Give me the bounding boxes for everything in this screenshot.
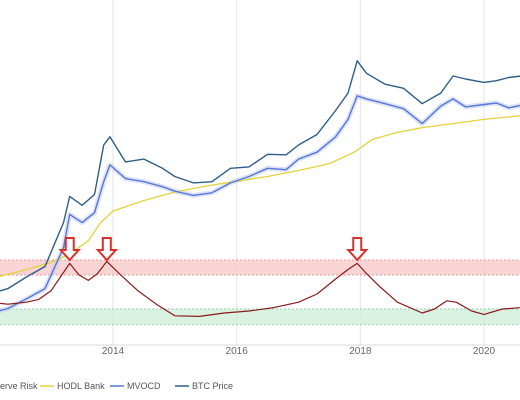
peak-markers (58, 237, 369, 262)
legend-label: HODL Bank (57, 381, 105, 391)
top-zone-band (0, 260, 520, 275)
legend-item-1[interactable]: erve Risk (0, 381, 38, 391)
down-arrow-marker-3 (345, 237, 369, 262)
legend-item-2[interactable]: HODL Bank (40, 381, 105, 391)
series-hodl-bank (0, 115, 520, 277)
bottom-zone-band (0, 308, 520, 325)
legend-item-4[interactable]: BTC Price (175, 381, 233, 391)
series-reserve-risk (0, 260, 520, 317)
series-btc-price (0, 60, 520, 292)
x-tick-label-2020: 2020 (473, 346, 496, 357)
legend-label: erve Risk (0, 381, 38, 391)
legend-label: BTC Price (192, 381, 233, 391)
x-tick-label-2014: 2014 (102, 346, 125, 357)
series-lines (0, 60, 520, 317)
series-mvocd-halo (0, 93, 520, 314)
legend: erve Risk HODL Bank MVOCD BTC Price (0, 381, 233, 391)
oscillator-bands (0, 259, 520, 326)
down-arrow-marker-1 (58, 237, 81, 262)
series-mvocd (0, 95, 520, 312)
x-tick-label-2018: 2018 (349, 346, 372, 357)
legend-item-3[interactable]: MVOCD (110, 381, 161, 391)
x-tick-label-2016: 2016 (226, 346, 249, 357)
down-arrow-marker-2 (95, 237, 119, 262)
x-tick-labels: 2014 2016 2018 2020 (102, 346, 496, 357)
legend-label: MVOCD (127, 381, 161, 391)
gridlines (112, 0, 485, 345)
